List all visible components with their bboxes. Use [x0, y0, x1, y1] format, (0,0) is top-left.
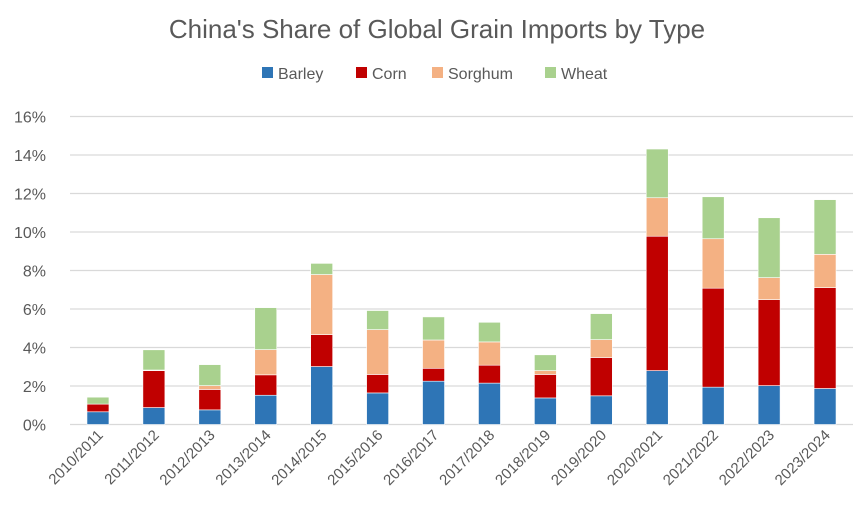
bar-wheat-2021-2022 — [701, 196, 725, 240]
legend-label-barley: Barley — [278, 66, 323, 83]
bar-wheat-2017-2018 — [478, 321, 501, 343]
bar-barley-2014-2015 — [310, 366, 333, 425]
bar-corn-2014-2015 — [310, 334, 333, 367]
bar-wheat-2015-2016 — [366, 310, 389, 330]
bar-corn-2020-2021 — [645, 235, 669, 371]
bar-sorghum-2012-2013 — [198, 385, 222, 390]
y-tick-label: 8% — [23, 264, 46, 281]
legend-label-wheat: Wheat — [561, 66, 608, 83]
x-tick-label: 2022/2023 — [716, 427, 778, 489]
bar-corn-2013-2014 — [254, 374, 278, 396]
bar-corn-2021-2022 — [701, 287, 725, 388]
bar-wheat-2019-2020 — [590, 313, 613, 340]
bar-barley-2017-2018 — [478, 382, 501, 425]
legend-swatch-corn — [356, 67, 367, 78]
legend-swatch-sorghum — [432, 67, 443, 78]
bar-sorghum-2014-2015 — [310, 274, 333, 335]
bar-barley-2012-2013 — [198, 409, 222, 425]
y-tick-label: 6% — [23, 302, 46, 319]
bar-sorghum-2013-2014 — [254, 349, 278, 376]
bar-sorghum-2015-2016 — [366, 329, 389, 375]
bars — [86, 148, 837, 425]
x-tick-label: 2023/2024 — [772, 427, 834, 489]
bar-corn-2011-2012 — [142, 370, 166, 408]
bar-sorghum-2016-2017 — [422, 339, 445, 369]
bar-wheat-2020-2021 — [645, 148, 669, 199]
bar-corn-2012-2013 — [198, 389, 222, 411]
bar-corn-2017-2018 — [478, 364, 501, 384]
bar-corn-2015-2016 — [366, 374, 389, 394]
y-tick-label: 12% — [14, 187, 46, 204]
bar-corn-2010-2011 — [86, 403, 110, 413]
bar-wheat-2011-2012 — [142, 349, 166, 371]
bar-corn-2022-2023 — [757, 299, 781, 386]
bar-wheat-2018-2019 — [534, 354, 557, 371]
bar-wheat-2013-2014 — [254, 307, 278, 350]
bar-barley-2019-2020 — [590, 395, 613, 425]
bar-corn-2023-2024 — [813, 287, 837, 389]
y-tick-label: 10% — [14, 225, 46, 242]
bar-wheat-2012-2013 — [198, 364, 222, 386]
bar-sorghum-2023-2024 — [813, 254, 837, 288]
bar-sorghum-2022-2023 — [757, 277, 781, 300]
x-tick-label: 2021/2022 — [660, 427, 722, 489]
bar-wheat-2023-2024 — [813, 199, 837, 255]
bar-barley-2023-2024 — [813, 388, 837, 425]
bar-barley-2022-2023 — [757, 385, 781, 425]
bar-barley-2011-2012 — [142, 407, 166, 425]
legend: Barley Corn Sorghum Wheat — [262, 66, 608, 83]
x-axis-labels: 2010/20112011/20122012/20132013/20142014… — [45, 427, 833, 489]
bar-barley-2018-2019 — [534, 397, 557, 425]
bar-barley-2016-2017 — [422, 380, 445, 425]
bar-sorghum-2018-2019 — [534, 370, 557, 375]
x-tick-label: 2016/2017 — [380, 427, 442, 489]
y-tick-label: 2% — [23, 379, 46, 396]
x-tick-label: 2012/2013 — [156, 427, 218, 489]
bar-corn-2018-2019 — [534, 374, 557, 399]
y-tick-label: 16% — [14, 110, 46, 127]
x-tick-label: 2013/2014 — [212, 427, 274, 489]
x-tick-label: 2015/2016 — [324, 427, 386, 489]
y-tick-label: 4% — [23, 341, 46, 358]
x-tick-label: 2010/2011 — [45, 427, 106, 488]
bar-wheat-2014-2015 — [310, 263, 333, 275]
legend-swatch-barley — [262, 67, 273, 78]
x-tick-label: 2020/2021 — [604, 427, 666, 489]
chart-title: China's Share of Global Grain Imports by… — [169, 14, 705, 44]
bar-sorghum-2017-2018 — [478, 341, 501, 366]
y-tick-label: 0% — [23, 418, 46, 435]
y-tick-label: 14% — [14, 148, 46, 165]
bar-corn-2016-2017 — [422, 367, 445, 382]
bar-barley-2010-2011 — [86, 411, 110, 425]
x-tick-label: 2019/2020 — [548, 427, 610, 489]
bar-sorghum-2019-2020 — [590, 339, 613, 358]
x-tick-label: 2014/2015 — [268, 427, 330, 489]
bar-sorghum-2021-2022 — [701, 238, 725, 289]
x-tick-label: 2017/2018 — [436, 427, 498, 489]
bar-barley-2015-2016 — [366, 392, 389, 425]
legend-label-corn: Corn — [372, 66, 407, 83]
legend-swatch-wheat — [545, 67, 556, 78]
bar-wheat-2010-2011 — [86, 396, 110, 405]
gridlines: 0% 2% 4% 6% 8% 10% 12% 14% 16% — [14, 110, 853, 435]
bar-barley-2021-2022 — [701, 386, 725, 425]
bar-barley-2020-2021 — [645, 370, 669, 425]
bar-barley-2013-2014 — [254, 394, 278, 425]
bar-wheat-2016-2017 — [422, 316, 445, 341]
x-tick-label: 2011/2012 — [101, 427, 162, 488]
legend-label-sorghum: Sorghum — [448, 66, 513, 83]
bar-corn-2019-2020 — [590, 357, 613, 397]
x-tick-label: 2018/2019 — [492, 427, 554, 489]
bar-sorghum-2020-2021 — [645, 197, 669, 237]
bar-wheat-2022-2023 — [757, 217, 781, 278]
